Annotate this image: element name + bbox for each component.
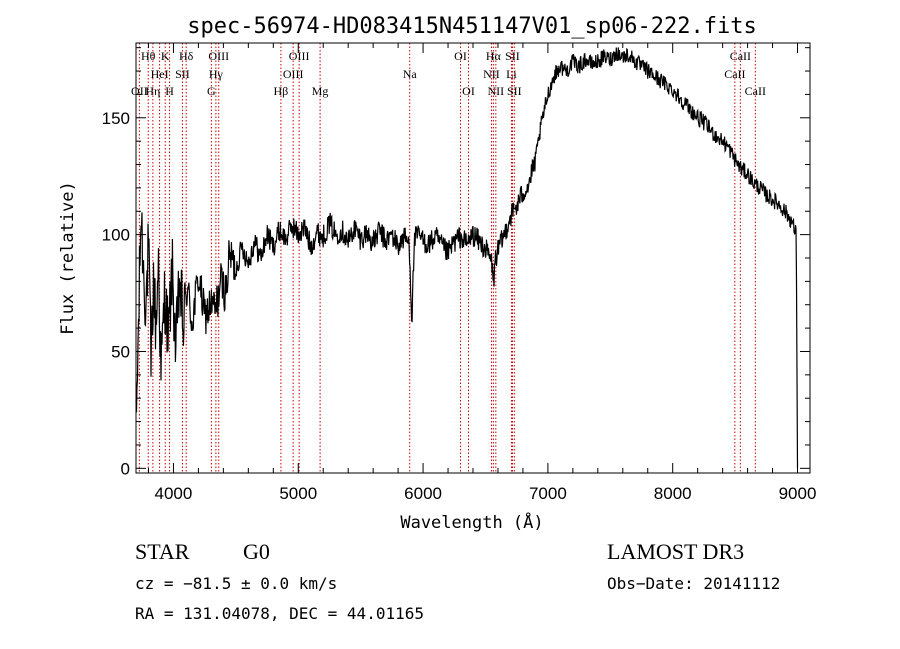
line-label-16: OI [454,49,467,63]
line-label-15: Na [403,67,418,81]
line-label-11: Hβ [274,84,289,98]
y-tick-label-2: 100 [102,226,130,245]
line-label-20: NII [488,84,505,98]
y-tick-label-3: 150 [102,109,130,128]
line-label-6: SII [175,67,190,81]
line-label-18: NII [483,67,500,81]
plot-frame [135,42,811,474]
x-tick-label-5: 9000 [779,484,817,503]
line-label-17: OI [462,84,475,98]
line-label-10: OIII [208,49,229,63]
line-label-25: CaII [730,49,751,63]
line-label-14: Mg [312,84,329,98]
y-tick-label-1: 50 [111,342,130,361]
x-tick-label-4: 8000 [654,484,692,503]
line-label-9: Hγ [209,67,224,81]
line-label-22: SII [505,49,520,63]
x-tick-label-2: 6000 [404,484,442,503]
object-subclass-label: G0 [243,539,270,564]
redshift-readout: cz = −81.5 ± 0.0 km/s [135,574,337,593]
x-tick-label-0: 4000 [155,484,193,503]
line-label-3: HeI [151,67,169,81]
y-axis-label: Flux (relative) [58,181,78,335]
x-axis-ticks: 4000 5000 6000 7000 8000 9000 [147,43,817,503]
coordinates-readout: RA = 131.04078, DEC = 44.01165 [135,604,424,623]
line-label-24: CaII [724,67,745,81]
line-label-21: Li [506,67,517,81]
object-class-label: STAR [135,539,190,564]
line-label-23: SII [507,84,522,98]
line-label-19: Hα [486,49,502,63]
x-axis-label: Wavelength (Å) [400,511,543,533]
spectrum-series-line [135,47,799,469]
obs-date-readout: Obs−Date: 20141112 [607,574,780,593]
line-label-12: OIII [283,67,304,81]
line-label-0: OII [131,84,148,98]
y-axis-ticks: 0 50 100 150 [102,47,810,478]
line-label-4: K [161,49,170,63]
line-label-26: CaII [745,84,766,98]
x-tick-label-1: 5000 [279,484,317,503]
line-label-8: G [207,84,216,98]
line-label-7: Hδ [179,49,194,63]
survey-label: LAMOST DR3 [607,539,744,564]
spectral-line-labels: OIIHθHηHeIKHSIIHδGHγOIIIHβOIIIOIIIMgNaOI… [131,49,766,98]
line-label-13: OIII [289,49,310,63]
y-tick-label-0: 0 [121,459,130,478]
chart-title: spec-56974-HD083415N451147V01_sp06-222.f… [187,14,757,39]
x-tick-label-3: 7000 [529,484,567,503]
line-label-2: Hη [145,84,160,98]
line-label-5: H [165,84,174,98]
line-label-1: Hθ [141,49,156,63]
